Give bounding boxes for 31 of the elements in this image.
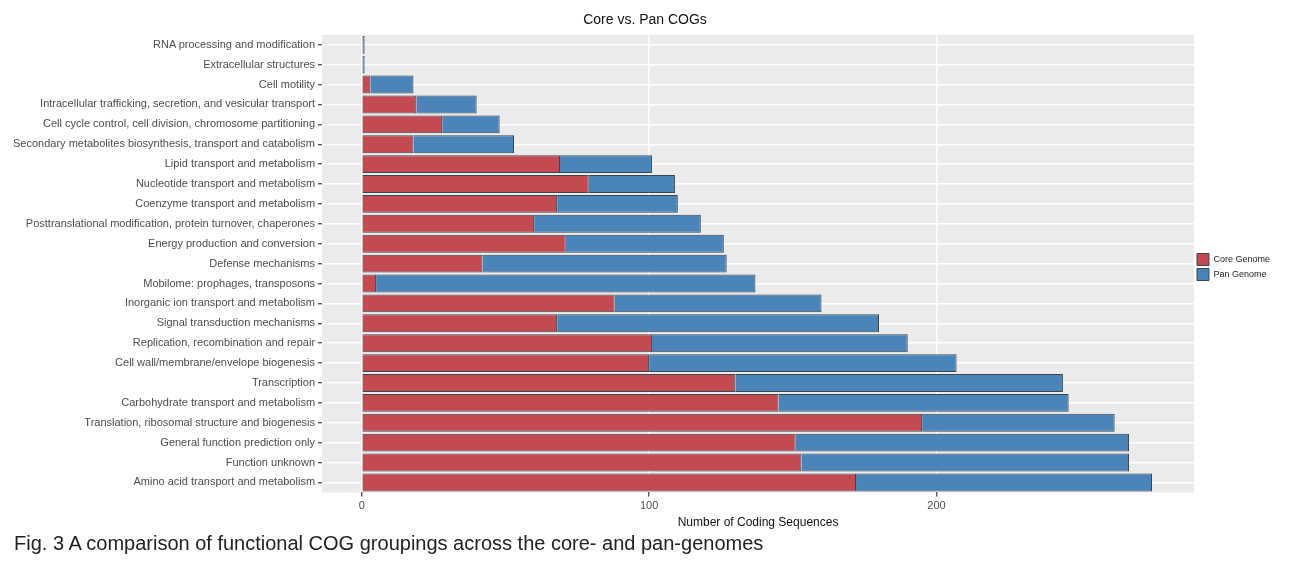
y-tick-label: Cell wall/membrane/envelope biogenesis: [115, 356, 316, 369]
y-tick-label: Transcription: [251, 376, 316, 389]
y-tick-label: Function unknown: [225, 455, 316, 468]
y-tick-label: Replication, recombination and repair: [132, 336, 316, 349]
y-tick-label: Intracellular trafficking, secretion, and vesicular transport: [40, 97, 316, 110]
y-tick-label: General function prediction only: [160, 435, 316, 448]
y-tick-label: Signal transduction mechanisms: [156, 316, 316, 329]
y-tick-label: Mobilome: prophages, transposons: [143, 276, 316, 289]
legend-label: Pan Genome: [1213, 268, 1267, 279]
y-tick-label: Amino acid transport and metabolism: [133, 475, 316, 488]
y-tick-label: Energy production and conversion: [148, 236, 316, 249]
y-tick-label: Secondary metabolites biosynthesis, transport and catabolism: [12, 137, 316, 150]
y-tick-label: Posttranslational modification, protein turnover, chaperones: [25, 216, 316, 229]
y-tick-label: Coenzyme transport and metabolism: [135, 196, 316, 209]
y-tick-label: Lipid transport and metabolism: [164, 157, 316, 170]
x-axis-title: Number of Coding Sequences: [677, 515, 839, 530]
caption: Fig. 3 A comparison of functional COG groupings across the core- and pan-genomes: [14, 532, 765, 555]
y-tick-label: Cell cycle control, cell division, chromosome partitioning: [42, 117, 316, 130]
y-tick-label: Defense mechanisms: [209, 256, 316, 269]
legend-label: Core Genome: [1213, 253, 1270, 264]
chart-title: Core vs. Pan COGs: [583, 11, 707, 28]
y-tick-label: Cell motility: [258, 77, 316, 90]
y-tick-label: Nucleotide transport and metabolism: [135, 177, 316, 190]
y-tick-label: Inorganic ion transport and metabolism: [124, 296, 316, 309]
y-tick-label: Translation, ribosomal structure and biogenesis: [84, 415, 316, 428]
x-tick-label: 200: [927, 499, 946, 512]
y-tick-label: Carbohydrate transport and metabolism: [121, 395, 316, 408]
x-tick-label: 0: [358, 499, 365, 512]
y-tick-label: Extracellular structures: [203, 57, 316, 70]
y-tick-label: RNA processing and modification: [153, 37, 316, 50]
x-tick-label: 100: [639, 499, 659, 512]
